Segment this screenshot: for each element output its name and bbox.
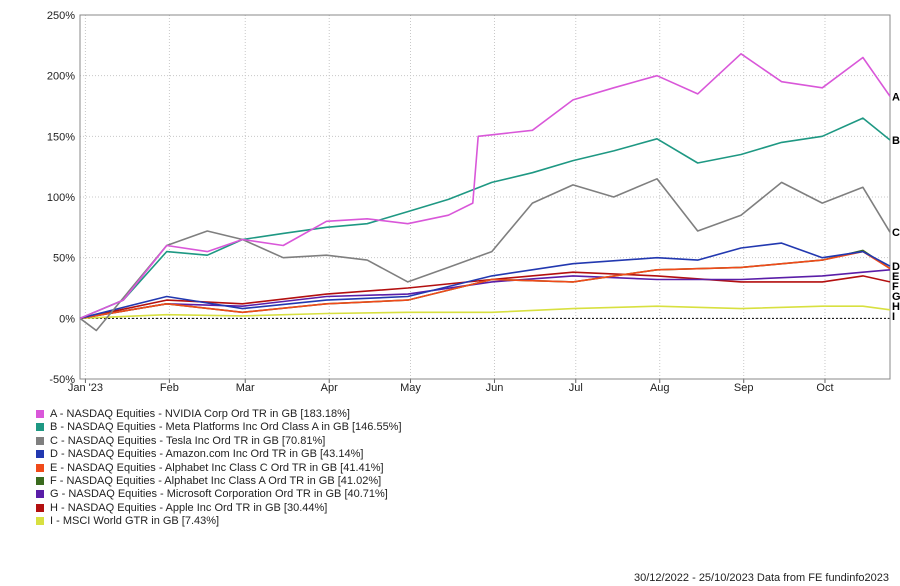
legend-item: H - NASDAQ Equities - Apple Inc Ord TR i…: [36, 502, 402, 515]
y-tick-label: 100%: [47, 192, 75, 204]
legend-label: E - NASDAQ Equities - Alphabet Inc Class…: [50, 461, 384, 474]
legend-item: I - MSCI World GTR in GB [7.43%]: [36, 515, 402, 528]
end-label-f: F: [892, 281, 899, 293]
legend-item: G - NASDAQ Equities - Microsoft Corporat…: [36, 488, 402, 501]
legend-item: B - NASDAQ Equities - Meta Platforms Inc…: [36, 421, 402, 434]
x-tick-label: Jan '23: [68, 382, 103, 394]
legend-swatch: [36, 517, 44, 526]
legend-swatch: [36, 463, 44, 472]
series-line-d: [79, 242, 891, 320]
legend-swatch: [36, 503, 44, 512]
legend-label: I - MSCI World GTR in GB [7.43%]: [50, 515, 220, 528]
y-tick-label: 0%: [59, 313, 75, 325]
chart: 250% 200% 150% 100% 50% 0% -50%Jan '23 Feb Mar Ap…: [47, 10, 900, 394]
legend-label: A - NASDAQ Equities - NVIDIA Corp Ord TR…: [50, 408, 350, 420]
end-label-c: C: [892, 227, 900, 239]
y-tick-label: 250%: [47, 10, 75, 22]
x-tick-label: Oct: [816, 382, 833, 394]
x-tick-label: Mar: [236, 382, 255, 394]
y-tick-label: 150%: [47, 131, 75, 143]
footer-source: 30/12/2022 - 25/10/2023 Data from FE fun…: [633, 572, 889, 584]
series-line-c: [79, 178, 891, 332]
x-tick-label: Feb: [160, 382, 179, 394]
legend-label: H - NASDAQ Equities - Apple Inc Ord TR i…: [50, 501, 328, 514]
end-label-g: G: [892, 291, 900, 303]
x-tick-label: Jun: [486, 382, 504, 394]
end-label-h: H: [892, 301, 900, 313]
series-line-h: [79, 271, 891, 320]
end-label-e: E: [892, 271, 899, 283]
y-tick-label: 200%: [47, 71, 75, 83]
legend-swatch: [36, 490, 44, 499]
plot-area: [79, 14, 891, 380]
y-tick-label: 50%: [53, 253, 75, 265]
legend-label: D - NASDAQ Equities - Amazon.com Inc Ord…: [50, 448, 364, 461]
legend-swatch: [36, 436, 44, 445]
legend-item: E - NASDAQ Equities - Alphabet Inc Class…: [36, 462, 402, 475]
legend-item: C - NASDAQ Equities - Tesla Inc Ord TR i…: [36, 435, 402, 448]
legend-swatch: [36, 450, 44, 459]
series-line-b: [79, 117, 891, 320]
x-tick-label: Apr: [321, 382, 338, 394]
legend-label: G - NASDAQ Equities - Microsoft Corporat…: [50, 488, 388, 501]
legend-item: F - NASDAQ Equities - Alphabet Inc Class…: [36, 475, 402, 488]
end-label-a: A: [892, 91, 900, 103]
series-line-e: [79, 250, 891, 320]
series-line-a: [79, 52, 891, 320]
x-tick-label: May: [400, 382, 421, 394]
legend-label: B - NASDAQ Equities - Meta Platforms Inc…: [50, 421, 402, 434]
legend: A - NASDAQ Equities - NVIDIA Corp Ord TR…: [36, 408, 402, 529]
x-tick-label: Jul: [569, 382, 583, 394]
legend-swatch: [36, 476, 44, 485]
legend-label: F - NASDAQ Equities - Alphabet Inc Class…: [50, 474, 382, 487]
legend-swatch: [36, 410, 44, 418]
x-tick-label: Sep: [734, 382, 754, 394]
legend-item: A - NASDAQ Equities - NVIDIA Corp Ord TR…: [36, 408, 402, 421]
end-label-d: D: [892, 261, 900, 273]
legend-item: D - NASDAQ Equities - Amazon.com Inc Ord…: [36, 448, 402, 461]
legend-swatch: [36, 423, 44, 432]
legend-label: C - NASDAQ Equities - Tesla Inc Ord TR i…: [50, 434, 326, 447]
end-label-i: I: [892, 311, 895, 323]
x-tick-label: Aug: [650, 382, 670, 394]
series-line-i: [79, 305, 891, 320]
end-label-b: B: [892, 135, 900, 147]
y-tick-label: -50%: [49, 374, 75, 386]
